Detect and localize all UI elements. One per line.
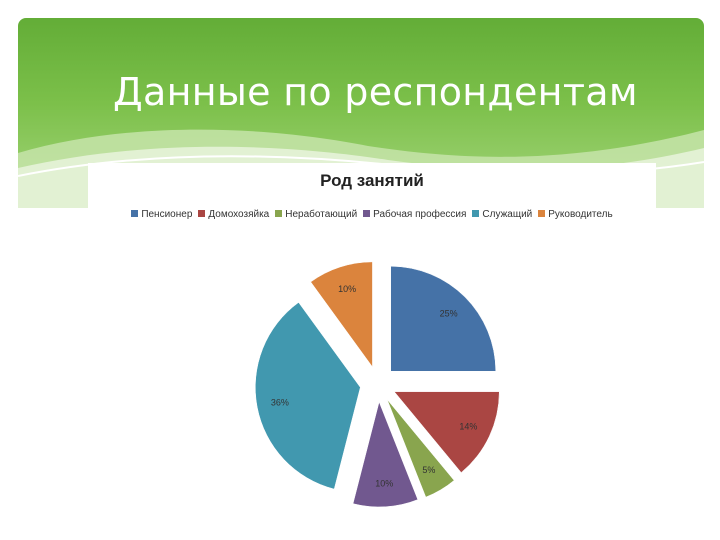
chart-legend: Пенсионер Домохозяйка Неработающий Рабочая … — [88, 209, 656, 220]
slice-label: 10% — [338, 284, 356, 294]
slice-label: 25% — [440, 308, 458, 318]
legend-label: Рабочая профессия — [373, 209, 467, 220]
slice-label: 36% — [271, 398, 289, 408]
legend-swatch — [363, 210, 371, 217]
slice-label: 10% — [375, 479, 393, 489]
legend-label: Руководитель — [548, 209, 613, 220]
slice-label: 14% — [459, 422, 477, 432]
chart-area: 25% 14% 5% 10% 36% 10% Род занятий Пенсионер Д… — [88, 163, 656, 540]
slide-title: Данные по респондентам — [113, 70, 638, 114]
legend-item: Служащий — [472, 209, 532, 220]
pie-slice — [352, 401, 419, 508]
pie-slice — [386, 399, 455, 498]
legend-swatch — [472, 210, 480, 217]
pie-slice — [310, 261, 373, 368]
legend-item: Руководитель — [538, 209, 613, 220]
pie-slice — [393, 391, 500, 473]
pie-slice — [390, 266, 496, 372]
legend-swatch — [131, 210, 139, 217]
legend-item: Пенсионер — [131, 209, 192, 220]
chart-title: Род занятий — [320, 171, 424, 190]
legend-swatch — [275, 210, 283, 217]
legend-label: Неработающий — [285, 209, 358, 220]
legend-swatch — [198, 210, 206, 217]
pie-chart: 25% 14% 5% 10% 36% 10% — [255, 261, 500, 508]
legend-label: Домохозяйка — [208, 209, 270, 220]
legend-label: Служащий — [482, 209, 533, 220]
legend-item: Домохозяйка — [198, 209, 269, 220]
legend-item: Рабочая профессия — [363, 209, 466, 220]
legend-item: Неработающий — [275, 209, 357, 220]
pie-slice — [255, 302, 361, 490]
slice-label: 5% — [422, 465, 435, 475]
legend-swatch — [538, 210, 546, 217]
legend-label: Пенсионер — [141, 209, 193, 220]
